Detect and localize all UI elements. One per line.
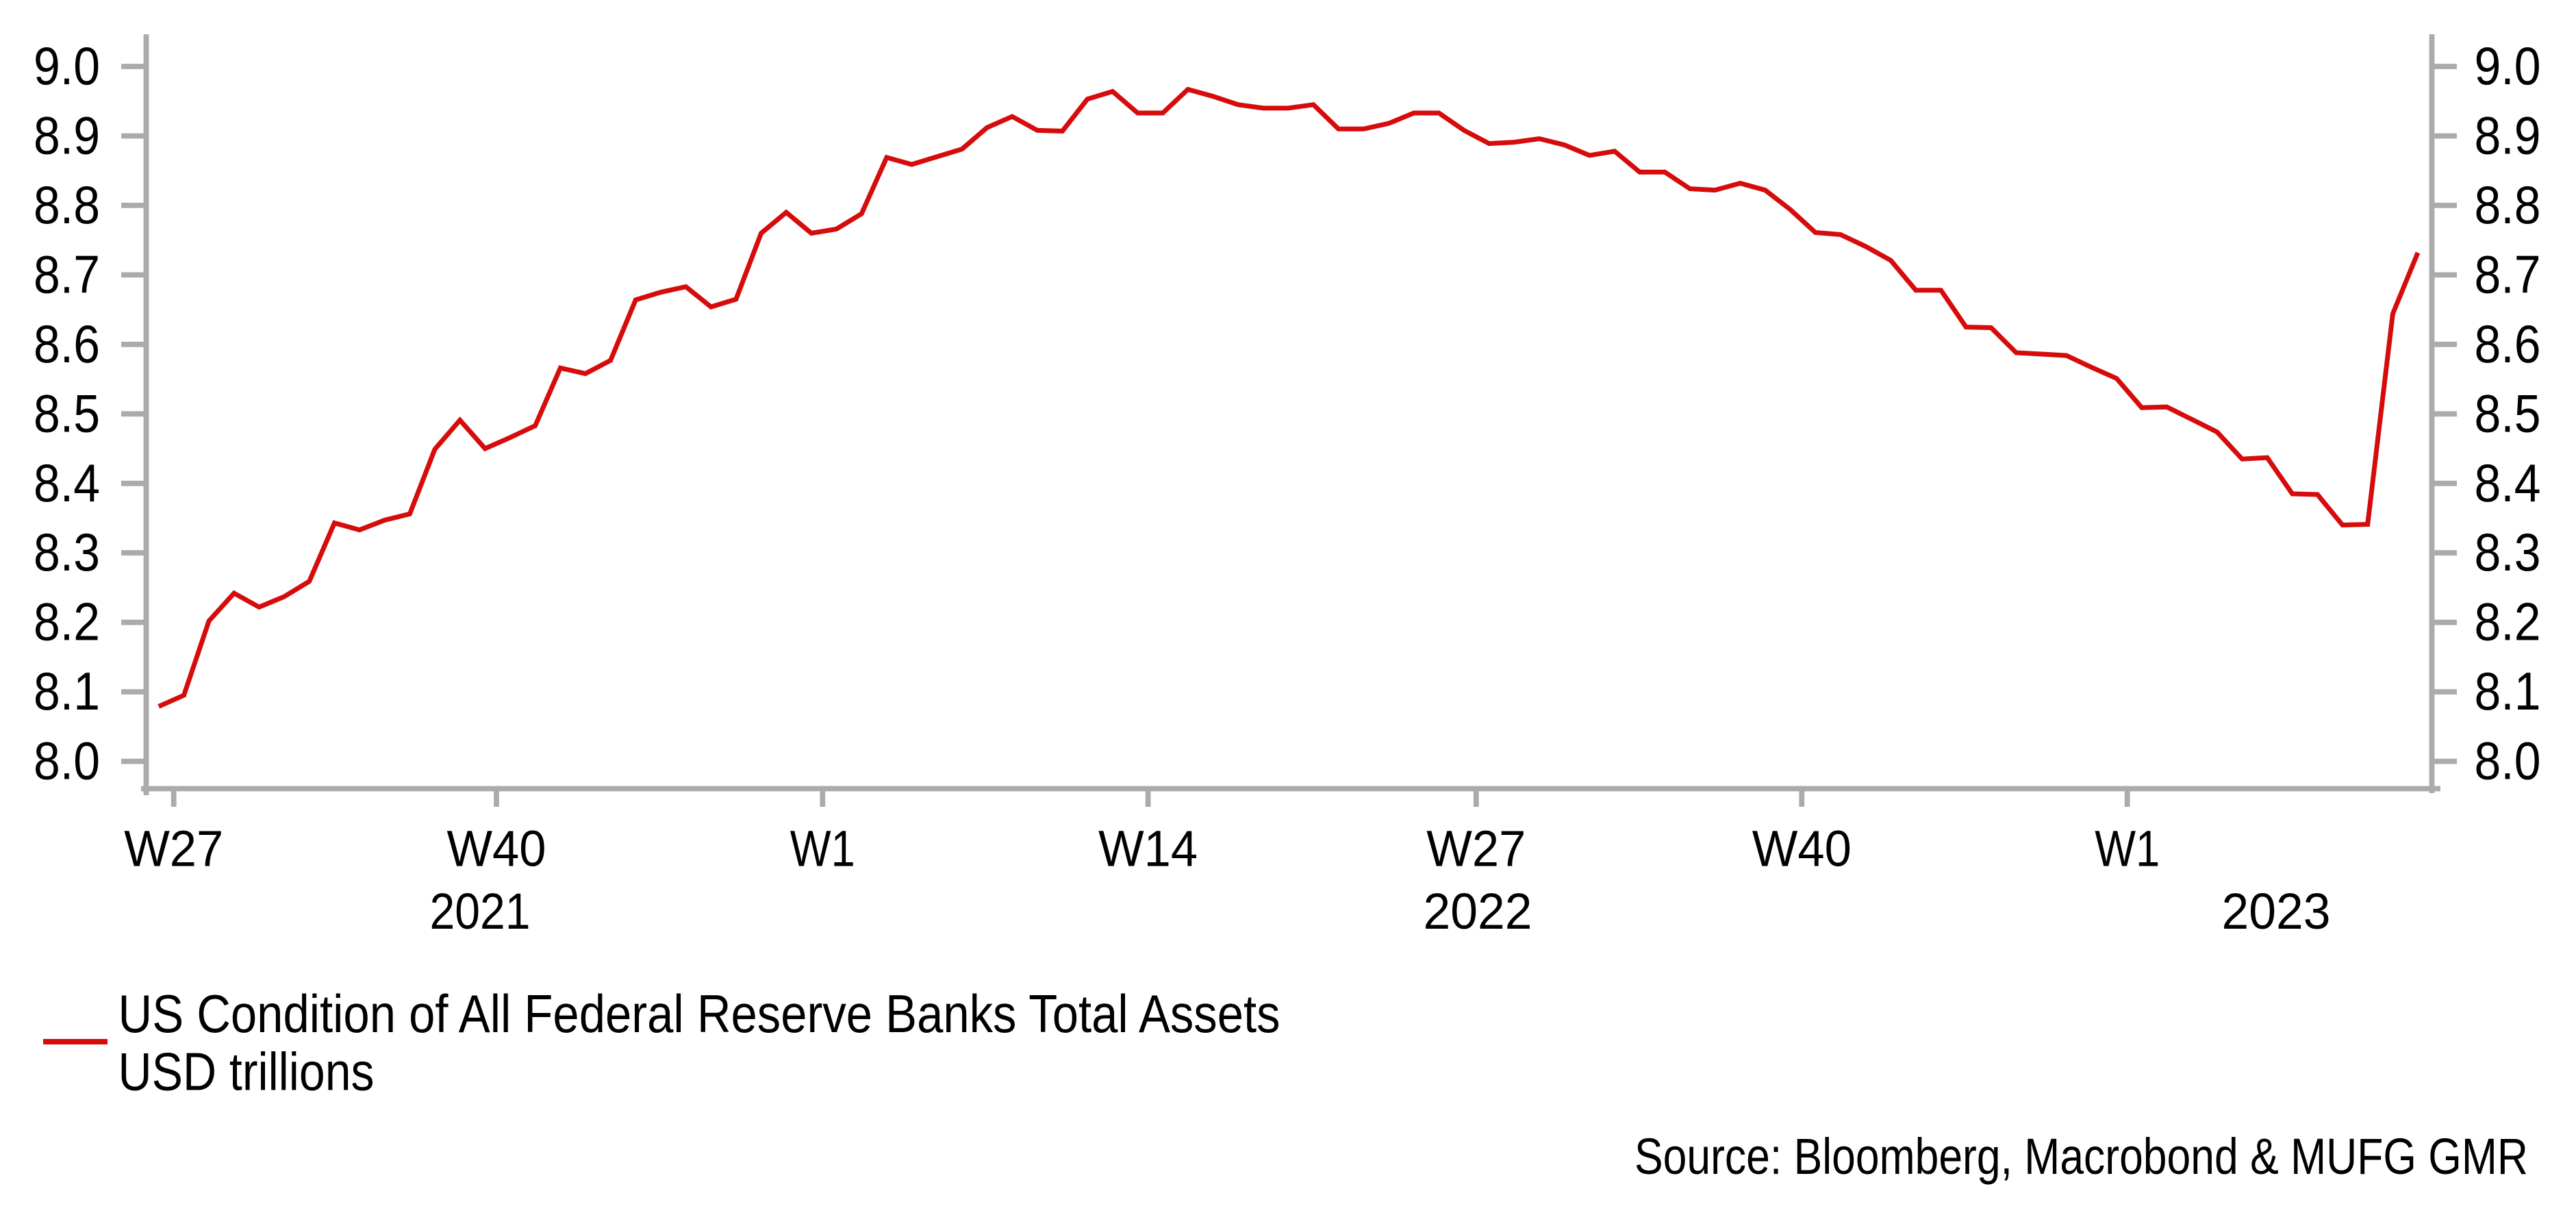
svg-text:8.6: 8.6 [34,314,100,374]
svg-text:9.0: 9.0 [2475,36,2541,96]
svg-text:W14: W14 [1098,820,1198,877]
svg-text:W40: W40 [1752,820,1852,877]
svg-text:USD trillions: USD trillions [118,1042,375,1102]
svg-text:8.5: 8.5 [34,383,100,443]
svg-text:2021: 2021 [430,883,531,940]
svg-text:8.2: 8.2 [2475,592,2541,652]
svg-text:8.7: 8.7 [34,244,100,304]
svg-text:8.1: 8.1 [2475,661,2541,721]
svg-text:8.3: 8.3 [2475,522,2541,582]
svg-text:9.0: 9.0 [34,36,100,96]
svg-text:8.9: 8.9 [2475,105,2541,166]
svg-text:8.4: 8.4 [34,453,100,513]
svg-text:8.4: 8.4 [2475,453,2541,513]
svg-text:8.7: 8.7 [2475,244,2541,304]
svg-text:W1: W1 [790,820,855,877]
svg-text:W40: W40 [447,820,546,877]
svg-text:8.1: 8.1 [34,661,100,721]
svg-text:8.2: 8.2 [34,592,100,652]
svg-text:W27: W27 [1426,820,1526,877]
svg-text:W1: W1 [2095,820,2160,877]
svg-text:8.8: 8.8 [34,175,100,235]
svg-text:2023: 2023 [2222,883,2331,940]
svg-text:8.9: 8.9 [34,105,100,166]
svg-text:8.0: 8.0 [2475,731,2541,791]
svg-text:W27: W27 [124,820,223,877]
svg-text:US Condition of All Federal Re: US Condition of All Federal Reserve Bank… [118,983,1280,1044]
svg-text:Source: Bloomberg, Macrobond &: Source: Bloomberg, Macrobond & MUFG GMR [1634,1128,2528,1185]
svg-text:8.6: 8.6 [2475,314,2541,374]
svg-text:8.8: 8.8 [2475,175,2541,235]
svg-text:8.0: 8.0 [34,731,100,791]
svg-text:8.5: 8.5 [2475,383,2541,443]
svg-text:8.3: 8.3 [34,522,100,582]
svg-text:2022: 2022 [1424,883,1532,940]
